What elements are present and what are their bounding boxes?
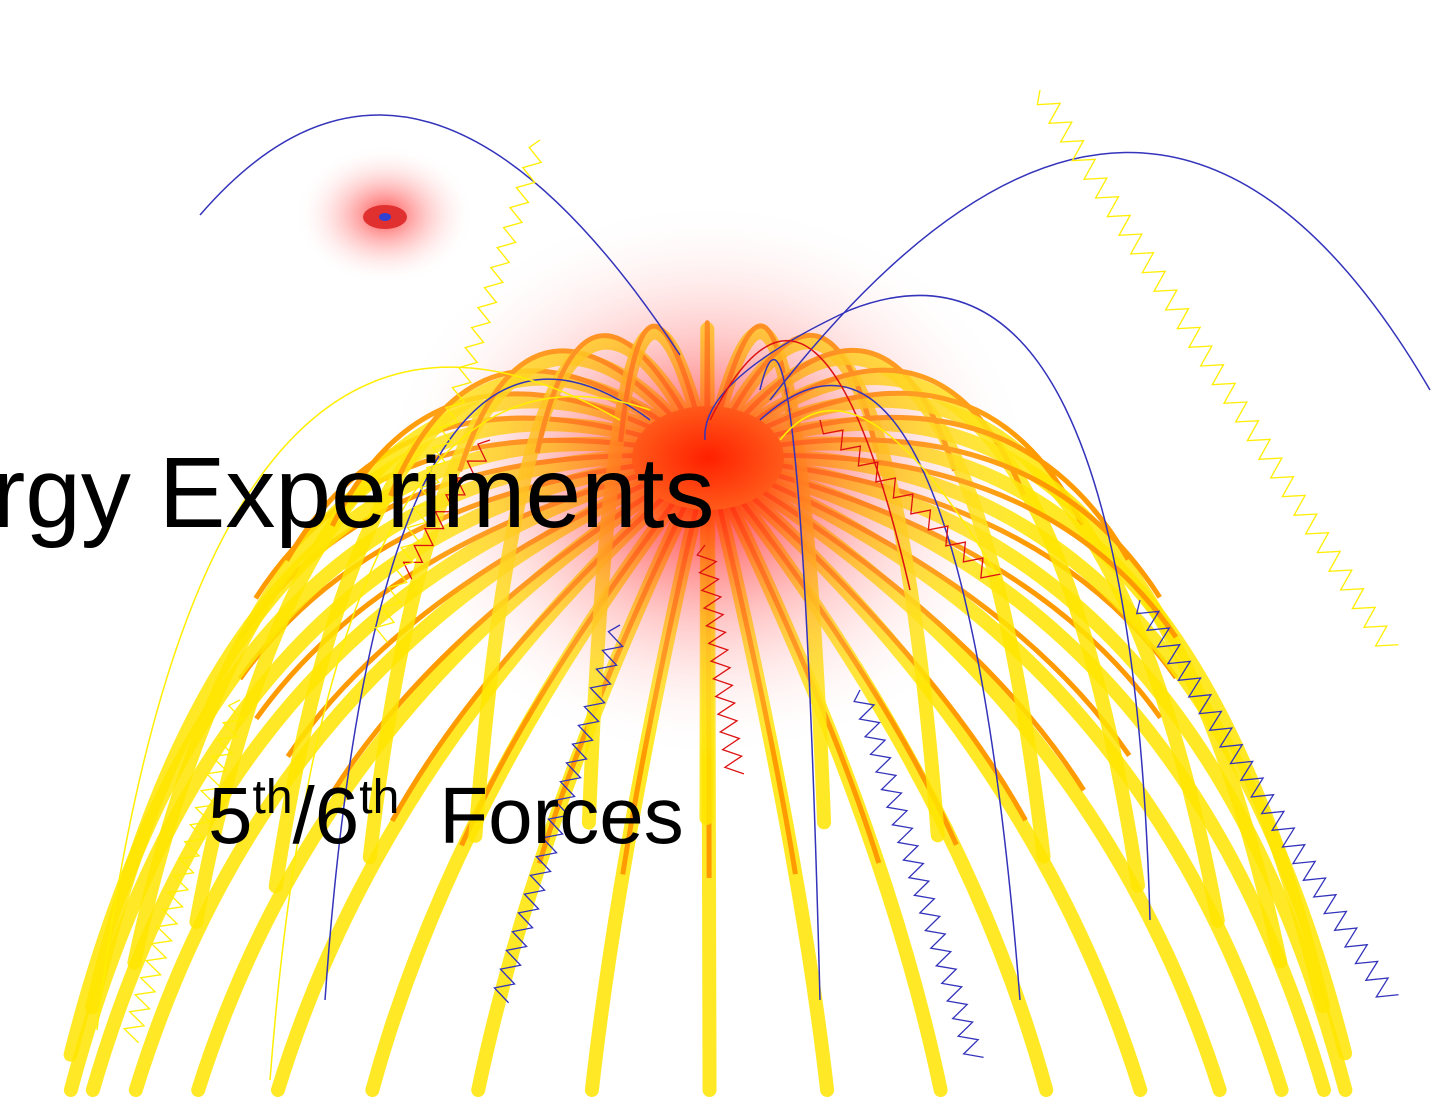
- subtitle-part: th: [359, 771, 399, 824]
- title: rgy Experiments: [0, 437, 714, 549]
- trajectory: [199, 114, 681, 356]
- subtitle: 5th/6th Forces: [208, 771, 684, 860]
- core: [632, 406, 784, 510]
- trajectories: [96, 89, 1431, 1081]
- wavy-track: [696, 544, 745, 775]
- subtitle-part: Forces: [439, 771, 684, 860]
- wavy-track: [1135, 599, 1399, 998]
- wavy-track: [853, 689, 984, 1058]
- subtitle-part: th: [253, 771, 293, 824]
- particle: [379, 213, 391, 221]
- trajectory: [269, 395, 651, 1081]
- wavy-track: [374, 139, 543, 643]
- trajectory: [779, 409, 1001, 581]
- wavy-track: [1036, 89, 1399, 647]
- wavy-track: [493, 624, 624, 1004]
- trajectory: [704, 294, 1151, 921]
- trajectory: [759, 358, 821, 1001]
- trajectory: [96, 366, 621, 1031]
- wavy-track: [402, 439, 491, 580]
- subtitle-part: 5: [208, 771, 253, 860]
- trajectory: [759, 384, 1021, 1001]
- wavy-track: [819, 419, 1001, 579]
- subtitle-part: /6: [293, 771, 360, 860]
- trajectory: [709, 340, 911, 591]
- wavy-track: [122, 699, 245, 1044]
- trajectory: [769, 151, 1431, 401]
